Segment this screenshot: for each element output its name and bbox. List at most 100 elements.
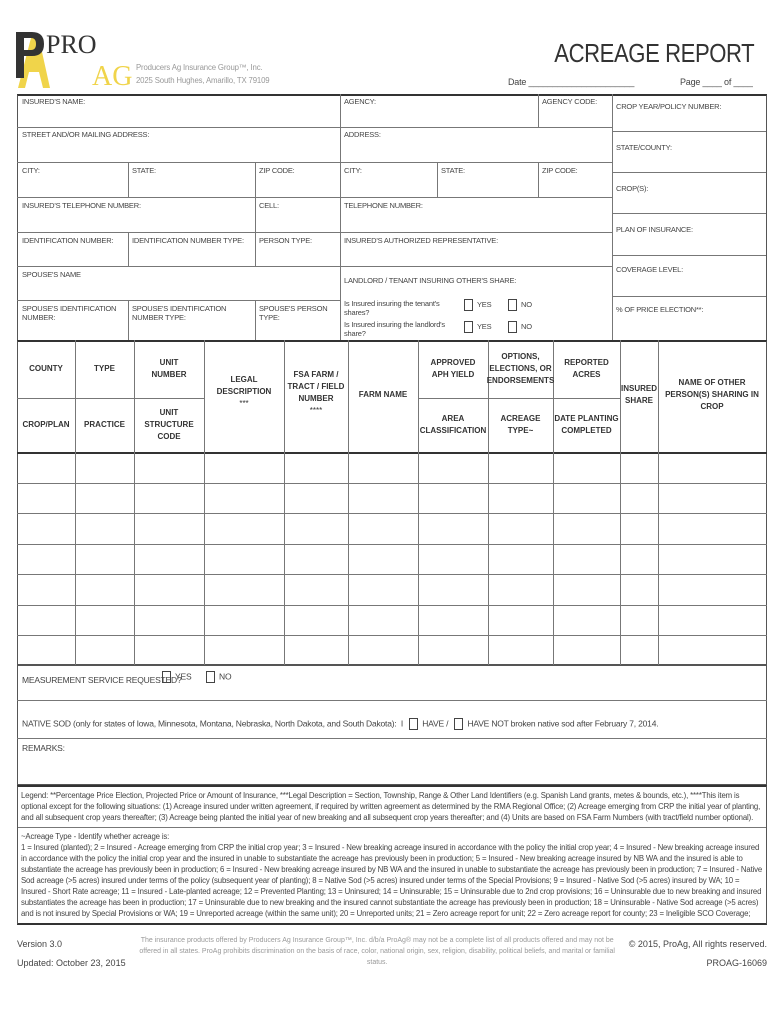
page-title: ACREAGE REPORT bbox=[554, 38, 754, 68]
version: Version 3.0 bbox=[17, 939, 63, 949]
street-field[interactable]: STREET AND/OR MAILING ADDRESS: bbox=[22, 130, 150, 139]
zip-field[interactable]: ZIP CODE: bbox=[259, 166, 295, 175]
table-row[interactable] bbox=[17, 635, 767, 636]
acreage-type-title: ~Acreage Type - Identify whether acreage… bbox=[21, 832, 170, 841]
spouse-id-type-field[interactable]: SPOUSE'S IDENTIFICATION NUMBER TYPE: bbox=[132, 304, 227, 322]
column-divider bbox=[553, 340, 554, 665]
footer: Version 3.0 Updated: October 23, 2015 Th… bbox=[17, 935, 767, 973]
column-divider bbox=[75, 340, 76, 665]
coverage-field[interactable]: COVERAGE LEVEL: bbox=[616, 265, 684, 274]
checkbox[interactable] bbox=[162, 671, 171, 683]
col-county: COUNTY bbox=[29, 364, 63, 373]
column-divider bbox=[658, 340, 659, 665]
column-divider bbox=[620, 340, 621, 665]
legend-section: Legend: **Percentage Price Election, Pro… bbox=[17, 785, 767, 925]
checkbox[interactable] bbox=[464, 321, 473, 333]
spouse-id-field[interactable]: SPOUSE'S IDENTIFICATION NUMBER: bbox=[22, 304, 117, 322]
table-row[interactable] bbox=[17, 543, 767, 545]
col-unit-number: UNIT NUMBER bbox=[151, 358, 187, 379]
insured-name-field[interactable]: INSURED'S NAME: bbox=[22, 97, 86, 106]
crops-field[interactable]: CROP(S): bbox=[616, 184, 649, 193]
col-acreage-type: ACREAGE TYPE~ bbox=[500, 414, 541, 435]
representative-field[interactable]: INSURED'S AUTHORIZED REPRESENTATIVE: bbox=[344, 236, 498, 245]
copyright: © 2015, ProAg, All rights reserved. bbox=[628, 939, 767, 949]
proag-logo: PRO AG bbox=[14, 28, 134, 94]
landlord-no[interactable]: NO bbox=[504, 321, 532, 333]
agency-code-field[interactable]: AGENCY CODE: bbox=[542, 97, 597, 106]
pa-monogram-icon bbox=[16, 32, 50, 88]
city-field[interactable]: CITY: bbox=[22, 166, 40, 175]
column-divider bbox=[418, 340, 419, 665]
checkbox[interactable] bbox=[206, 671, 215, 683]
company-address: 2025 South Hughes, Amarillo, TX 79109 bbox=[136, 76, 270, 85]
native-sod-label: NATIVE SOD (only for states of Iowa, Min… bbox=[22, 718, 659, 730]
landlord-yes[interactable]: YES bbox=[460, 321, 492, 333]
person-type-field[interactable]: PERSON TYPE: bbox=[259, 236, 312, 245]
page-field[interactable]: Page ____ of ____ bbox=[680, 77, 753, 87]
measurement-label: MEASUREMENT SERVICE REQUESTED? bbox=[22, 675, 182, 685]
checkbox[interactable] bbox=[508, 321, 517, 333]
company-name: Producers Ag Insurance Group™, Inc. bbox=[136, 63, 263, 72]
remarks-field[interactable]: REMARKS: bbox=[22, 743, 65, 753]
tenant-no[interactable]: NO bbox=[504, 299, 532, 311]
table-row[interactable] bbox=[17, 513, 767, 514]
state-county-field[interactable]: STATE/COUNTY: bbox=[616, 143, 672, 152]
col-unit-structure: UNIT STRUCTURE CODE bbox=[144, 408, 194, 441]
form-number: PROAG-16069 bbox=[706, 958, 767, 968]
checkbox[interactable] bbox=[508, 299, 517, 311]
spouse-name-field[interactable]: SPOUSE'S NAME bbox=[22, 270, 81, 279]
table-row[interactable] bbox=[17, 482, 767, 484]
disclaimer: The insurance products offered by Produc… bbox=[139, 937, 615, 966]
col-reported-acres: REPORTED ACRES bbox=[564, 358, 609, 379]
plan-field[interactable]: PLAN OF INSURANCE: bbox=[616, 225, 693, 234]
column-divider bbox=[348, 340, 349, 665]
logo-pro-text: PRO bbox=[46, 30, 97, 59]
landlord-question: Is Insured insuring the landlord's share… bbox=[344, 320, 445, 338]
column-divider bbox=[488, 340, 489, 665]
tenant-yes[interactable]: YES bbox=[460, 299, 492, 311]
col-date-planting: DATE PLANTING COMPLETED bbox=[554, 414, 619, 435]
col-farm-name: FARM NAME bbox=[358, 390, 408, 399]
agency-field[interactable]: AGENCY: bbox=[344, 97, 376, 106]
acreage-table bbox=[17, 340, 767, 665]
updated-date: Updated: October 23, 2015 bbox=[17, 958, 126, 968]
acreage-type-text: 1 = Insured (planted); 2 = Insured - Acr… bbox=[21, 843, 763, 918]
col-type: TYPE bbox=[94, 364, 115, 373]
address-field[interactable]: ADDRESS: bbox=[344, 130, 381, 139]
legend-text: Legend: **Percentage Price Election, Pro… bbox=[21, 791, 761, 822]
table-row[interactable] bbox=[17, 574, 767, 575]
table-row[interactable] bbox=[17, 604, 767, 606]
date-field[interactable]: Date ______________________ bbox=[508, 77, 635, 87]
column-divider bbox=[134, 340, 135, 665]
have-checkbox[interactable] bbox=[409, 718, 419, 730]
agency-telephone-field[interactable]: TELEPHONE NUMBER: bbox=[344, 201, 423, 210]
state-field[interactable]: STATE: bbox=[132, 166, 156, 175]
col-options: OPTIONS, ELECTIONS, OR ENDORSEMENTS bbox=[486, 352, 555, 385]
col-area: AREA CLASSIFICATION bbox=[419, 414, 487, 435]
agency-state-field[interactable]: STATE: bbox=[441, 166, 465, 175]
col-insured-share: INSURED SHARE bbox=[620, 384, 657, 405]
col-crop-plan: CROP/PLAN bbox=[22, 420, 70, 429]
have-not-checkbox[interactable] bbox=[454, 718, 464, 730]
checkbox[interactable] bbox=[464, 299, 473, 311]
column-divider bbox=[284, 340, 285, 665]
column-divider bbox=[204, 340, 205, 665]
measurement-section bbox=[17, 665, 767, 785]
price-election-field[interactable]: % OF PRICE ELECTION**: bbox=[616, 305, 704, 314]
logo-ag-text: AG bbox=[92, 61, 133, 92]
telephone-field[interactable]: INSURED'S TELEPHONE NUMBER: bbox=[22, 201, 141, 210]
cell-field[interactable]: CELL: bbox=[259, 201, 279, 210]
agency-zip-field[interactable]: ZIP CODE: bbox=[542, 166, 578, 175]
agency-city-field[interactable]: CITY: bbox=[344, 166, 362, 175]
col-practice: PRACTICE bbox=[84, 420, 125, 429]
crop-year-field[interactable]: CROP YEAR/POLICY NUMBER: bbox=[616, 102, 722, 111]
col-legal: LEGAL DESCRIPTION *** bbox=[216, 375, 272, 408]
id-type-field[interactable]: IDENTIFICATION NUMBER TYPE: bbox=[132, 236, 244, 245]
spouse-person-type-field[interactable]: SPOUSE'S PERSON TYPE: bbox=[259, 304, 328, 322]
col-fsa: FSA FARM / TRACT / FIELD NUMBER **** bbox=[287, 370, 345, 415]
tenant-question: Is Insured insuring the tenant's shares? bbox=[344, 299, 440, 317]
measurement-yes[interactable]: YES bbox=[158, 671, 192, 683]
landlord-label: LANDLORD / TENANT INSURING OTHER'S SHARE… bbox=[344, 276, 517, 285]
id-number-field[interactable]: IDENTIFICATION NUMBER: bbox=[22, 236, 114, 245]
measurement-no[interactable]: NO bbox=[202, 671, 232, 683]
